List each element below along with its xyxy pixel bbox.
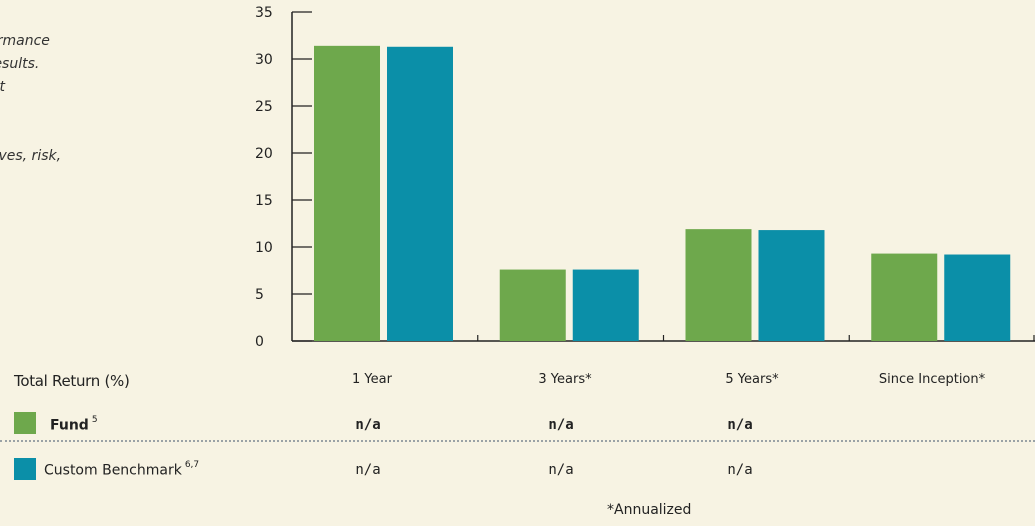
fund-value-1yr: n/a	[355, 417, 381, 433]
category-label: 5 Years*	[725, 372, 779, 387]
fund-bar	[685, 229, 752, 341]
fund-label: Fund	[50, 417, 89, 434]
benchmark-value-3yr: n/a	[548, 462, 574, 478]
fund-bar	[871, 253, 938, 341]
disclaimer-line: ure results.	[0, 56, 40, 72]
fund-value-5yr: n/a	[727, 417, 753, 433]
category-label: Since Inception*	[878, 372, 986, 387]
disclaimer-line: recent	[0, 79, 6, 95]
benchmark-row-label: Custom Benchmark 6,7	[44, 460, 200, 479]
total-return-bar-chart: 0 5 10 15 20 25 30 35	[255, 5, 1035, 350]
y-tick-label: 10	[255, 240, 273, 256]
y-tick-label: 35	[255, 5, 273, 21]
benchmark-bar	[387, 46, 453, 341]
table-title: Total Return (%)	[14, 372, 130, 390]
y-tick-label: 25	[255, 99, 273, 115]
benchmark-value-1yr: n/a	[355, 462, 381, 478]
y-tick-label: 20	[255, 146, 273, 162]
fund-legend-swatch	[14, 412, 36, 434]
benchmark-bar	[944, 254, 1011, 341]
benchmark-bar	[758, 230, 825, 341]
fund-value-3yr: n/a	[548, 417, 574, 433]
benchmark-label: Custom Benchmark	[44, 462, 182, 479]
benchmark-footnote-ref: 6,7	[184, 460, 200, 470]
disclaimer-line: performance	[0, 33, 50, 49]
fund-footnote-ref: 5	[91, 415, 98, 425]
category-label: 1 Year	[352, 372, 392, 387]
disclaimer-text: performance ure results. recent bjective…	[0, 30, 250, 191]
y-tick-label: 5	[255, 287, 264, 303]
disclaimer-line: bjectives, risk,	[0, 148, 62, 164]
y-tick-label: 15	[255, 193, 273, 209]
fund-bar	[499, 269, 566, 341]
benchmark-bar	[572, 269, 639, 341]
fund-bar	[314, 45, 380, 342]
y-tick-label: 0	[255, 334, 264, 350]
benchmark-legend-swatch	[14, 458, 36, 480]
fund-row-label: Fund 5	[50, 415, 98, 434]
row-divider	[0, 440, 1035, 442]
category-label: 3 Years*	[538, 372, 592, 387]
y-tick-label: 30	[255, 52, 273, 68]
annualized-footnote: *Annualized	[607, 502, 692, 518]
benchmark-value-5yr: n/a	[727, 462, 753, 478]
